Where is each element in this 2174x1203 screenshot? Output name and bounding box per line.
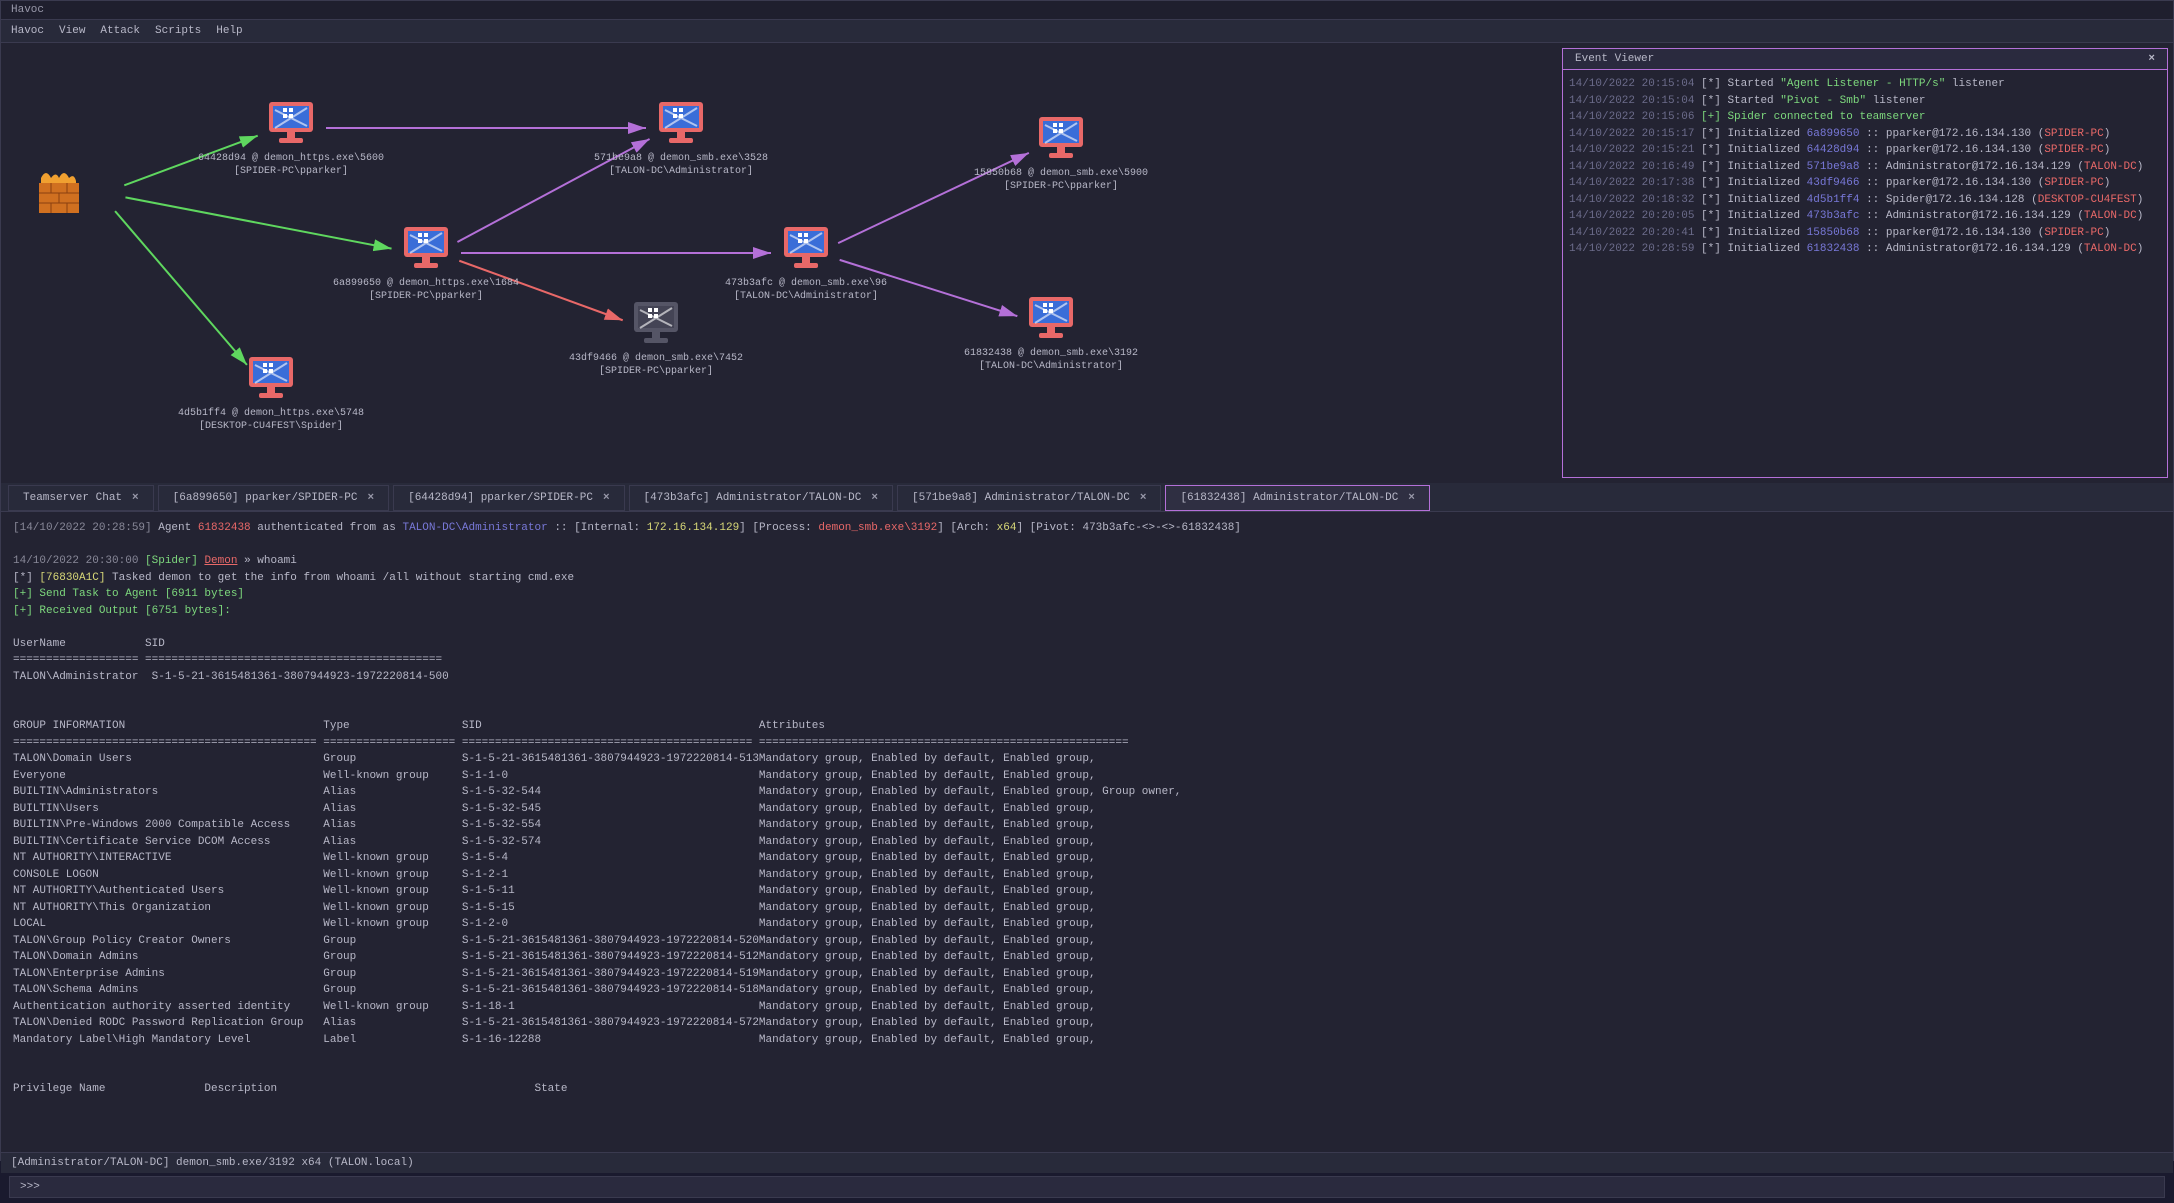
tab[interactable]: Teamserver Chat × bbox=[8, 485, 154, 511]
event-log: 14/10/2022 20:15:04 [*] Started "Agent L… bbox=[1563, 70, 2167, 264]
tabs-bar: Teamserver Chat×[6a899650] pparker/SPIDE… bbox=[1, 483, 2173, 512]
graph-node-6a899650[interactable]: 6a899650 @ demon_https.exe\1684[SPIDER-P… bbox=[326, 223, 526, 303]
node-label: 4d5b1ff4 @ demon_https.exe\5748[DESKTOP-… bbox=[171, 407, 371, 433]
tab-label: [473b3afc] Administrator/TALON-DC bbox=[644, 492, 862, 504]
node-label: 473b3afc @ demon_smb.exe\96[TALON-DC\Adm… bbox=[706, 277, 906, 303]
node-label: 6a899650 @ demon_https.exe\1684[SPIDER-P… bbox=[326, 277, 526, 303]
menu-attack[interactable]: Attack bbox=[100, 25, 140, 37]
event-line: 14/10/2022 20:15:06 [+] Spider connected… bbox=[1569, 109, 2161, 126]
close-icon[interactable]: × bbox=[1408, 492, 1415, 504]
tab[interactable]: [473b3afc] Administrator/TALON-DC × bbox=[629, 485, 893, 511]
node-label: 61832438 @ demon_smb.exe\3192[TALON-DC\A… bbox=[951, 347, 1151, 373]
graph-node-15850b68[interactable]: 15850b68 @ demon_smb.exe\5900[SPIDER-PC\… bbox=[961, 113, 1161, 193]
menu-scripts[interactable]: Scripts bbox=[155, 25, 201, 37]
event-line: 14/10/2022 20:15:04 [*] Started "Agent L… bbox=[1569, 76, 2161, 93]
graph-node-43df9466[interactable]: 43df9466 @ demon_smb.exe\7452[SPIDER-PC\… bbox=[556, 298, 756, 378]
close-icon[interactable]: × bbox=[132, 492, 139, 504]
tab-label: [64428d94] pparker/SPIDER-PC bbox=[408, 492, 593, 504]
tab[interactable]: [64428d94] pparker/SPIDER-PC × bbox=[393, 485, 624, 511]
main-area: 64428d94 @ demon_https.exe\5600[SPIDER-P… bbox=[1, 43, 2173, 483]
node-label: 15850b68 @ demon_smb.exe\5900[SPIDER-PC\… bbox=[961, 167, 1161, 193]
close-icon[interactable]: × bbox=[367, 492, 374, 504]
event-line: 14/10/2022 20:28:59 [*] Initialized 6183… bbox=[1569, 241, 2161, 258]
tab-label: [61832438] Administrator/TALON-DC bbox=[1180, 492, 1398, 504]
window-title: Havoc bbox=[1, 1, 2173, 20]
event-line: 14/10/2022 20:15:17 [*] Initialized 6a89… bbox=[1569, 126, 2161, 143]
computer-icon bbox=[1021, 293, 1081, 343]
tab[interactable]: [6a899650] pparker/SPIDER-PC × bbox=[158, 485, 389, 511]
tab-label: [6a899650] pparker/SPIDER-PC bbox=[173, 492, 358, 504]
graph-node-64428d94[interactable]: 64428d94 @ demon_https.exe\5600[SPIDER-P… bbox=[191, 98, 391, 178]
event-line: 14/10/2022 20:20:05 [*] Initialized 473b… bbox=[1569, 208, 2161, 225]
event-line: 14/10/2022 20:17:38 [*] Initialized 43df… bbox=[1569, 175, 2161, 192]
tab[interactable]: [61832438] Administrator/TALON-DC × bbox=[1165, 485, 1429, 511]
event-line: 14/10/2022 20:20:41 [*] Initialized 1585… bbox=[1569, 225, 2161, 242]
menu-view[interactable]: View bbox=[59, 25, 85, 37]
graph-node-61832438[interactable]: 61832438 @ demon_smb.exe\3192[TALON-DC\A… bbox=[951, 293, 1151, 373]
close-icon[interactable]: × bbox=[2148, 53, 2155, 65]
event-viewer-label: Event Viewer bbox=[1575, 53, 1654, 65]
computer-icon bbox=[261, 98, 321, 148]
session-graph[interactable]: 64428d94 @ demon_https.exe\5600[SPIDER-P… bbox=[1, 43, 1557, 483]
tab-label: [571be9a8] Administrator/TALON-DC bbox=[912, 492, 1130, 504]
graph-node-fw[interactable] bbox=[31, 163, 101, 213]
event-viewer-panel: Event Viewer × 14/10/2022 20:15:04 [*] S… bbox=[1562, 48, 2168, 478]
tab-label: Teamserver Chat bbox=[23, 492, 122, 504]
graph-node-473b3afc[interactable]: 473b3afc @ demon_smb.exe\96[TALON-DC\Adm… bbox=[706, 223, 906, 303]
computer-icon bbox=[651, 98, 711, 148]
menubar: Havoc View Attack Scripts Help bbox=[1, 20, 2173, 43]
computer-icon bbox=[241, 353, 301, 403]
computer-icon bbox=[1031, 113, 1091, 163]
computer-icon bbox=[626, 298, 686, 348]
menu-help[interactable]: Help bbox=[216, 25, 242, 37]
node-label: 43df9466 @ demon_smb.exe\7452[SPIDER-PC\… bbox=[556, 352, 756, 378]
event-viewer-title: Event Viewer × bbox=[1563, 49, 2167, 70]
status-bar: [Administrator/TALON-DC] demon_smb.exe/3… bbox=[1, 1152, 2173, 1173]
node-label: 571be9a8 @ demon_smb.exe\3528[TALON-DC\A… bbox=[581, 152, 781, 178]
command-input[interactable]: >>> bbox=[9, 1176, 2165, 1198]
event-line: 14/10/2022 20:15:21 [*] Initialized 6442… bbox=[1569, 142, 2161, 159]
computer-icon bbox=[396, 223, 456, 273]
firewall-icon bbox=[31, 163, 81, 213]
computer-icon bbox=[776, 223, 836, 273]
console-output: [14/10/2022 20:28:59] Agent 61832438 aut… bbox=[1, 512, 2173, 1152]
close-icon[interactable]: × bbox=[871, 492, 878, 504]
graph-node-4d5b1ff4[interactable]: 4d5b1ff4 @ demon_https.exe\5748[DESKTOP-… bbox=[171, 353, 371, 433]
event-line: 14/10/2022 20:18:32 [*] Initialized 4d5b… bbox=[1569, 192, 2161, 209]
tab[interactable]: [571be9a8] Administrator/TALON-DC × bbox=[897, 485, 1161, 511]
close-icon[interactable]: × bbox=[603, 492, 610, 504]
menu-havoc[interactable]: Havoc bbox=[11, 25, 44, 37]
close-icon[interactable]: × bbox=[1140, 492, 1147, 504]
event-line: 14/10/2022 20:15:04 [*] Started "Pivot -… bbox=[1569, 93, 2161, 110]
node-label: 64428d94 @ demon_https.exe\5600[SPIDER-P… bbox=[191, 152, 391, 178]
event-line: 14/10/2022 20:16:49 [*] Initialized 571b… bbox=[1569, 159, 2161, 176]
graph-node-571be9a8[interactable]: 571be9a8 @ demon_smb.exe\3528[TALON-DC\A… bbox=[581, 98, 781, 178]
